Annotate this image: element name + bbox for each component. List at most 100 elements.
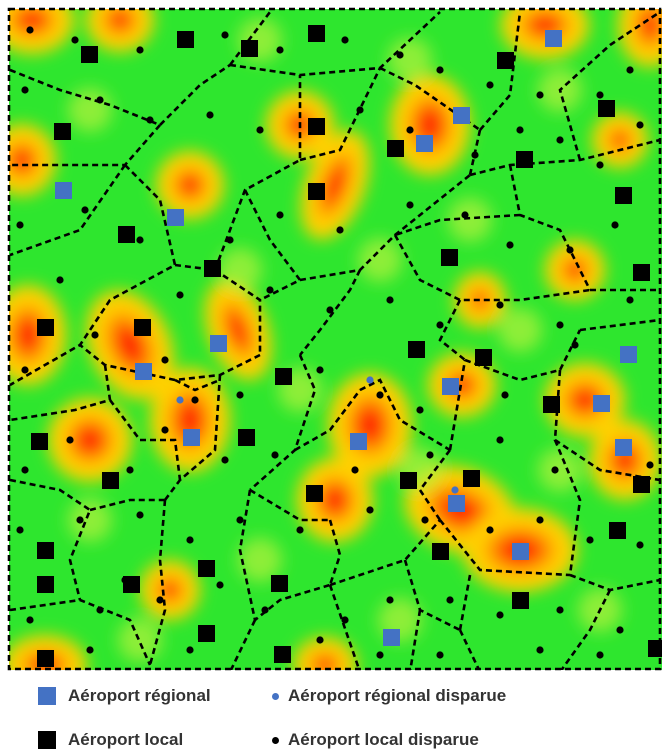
lost-local-airport-dot	[506, 241, 514, 249]
regional-airport-square	[453, 107, 470, 124]
lost-local-airport-dot	[496, 301, 504, 309]
black-square-icon	[38, 731, 56, 749]
cell-boundary	[299, 173, 471, 282]
cell-boundary	[464, 329, 582, 382]
lost-local-airport-dot	[156, 596, 164, 604]
lost-local-airport-dot	[256, 126, 264, 134]
lost-local-airport-dot	[636, 541, 644, 549]
local-airport-square	[123, 576, 140, 593]
lost-local-airport-dot	[416, 406, 424, 414]
local-airport-square	[408, 341, 425, 358]
lost-regional-airport-dot	[451, 486, 459, 494]
lost-local-airport-dot	[296, 526, 304, 534]
regional-airport-square	[593, 395, 610, 412]
local-airport-square	[497, 52, 514, 69]
lost-local-airport-dot	[21, 366, 29, 374]
local-airport-square	[308, 25, 325, 42]
regional-airport-square	[416, 135, 433, 152]
lost-local-airport-dot	[366, 506, 374, 514]
local-airport-square	[648, 640, 662, 657]
regional-airport-square	[383, 629, 400, 646]
lost-local-airport-dot	[446, 596, 454, 604]
lost-local-airport-dot	[536, 646, 544, 654]
lost-local-airport-dot	[496, 436, 504, 444]
heat-soft-zone	[448, 198, 492, 242]
cell-boundary	[294, 389, 362, 452]
heat-hot-zone	[228, 312, 248, 348]
cell-boundary	[174, 263, 262, 355]
lost-local-airport-dot	[616, 626, 624, 634]
heat-soft-zone	[238, 538, 282, 582]
cell-boundary	[559, 589, 612, 670]
lost-local-airport-dot	[191, 396, 199, 404]
heat-hot-zone	[180, 175, 200, 195]
legend-label-local: Aéroport local	[68, 730, 184, 749]
heat-hot-zone	[473, 292, 487, 308]
cell-boundary	[298, 269, 362, 356]
local-airport-square	[37, 576, 54, 593]
heat-hot-zone	[323, 486, 347, 514]
heat-soft-zone	[358, 238, 402, 282]
lost-local-airport-dot	[376, 651, 384, 659]
lost-local-airport-dot	[436, 651, 444, 659]
lost-local-airport-dot	[91, 331, 99, 339]
lost-local-airport-dot	[86, 646, 94, 654]
heat-hot-zone	[76, 426, 104, 454]
lost-local-airport-dot	[236, 391, 244, 399]
local-airport-square	[81, 46, 98, 63]
lost-local-airport-dot	[341, 616, 349, 624]
local-airport-square	[306, 485, 323, 502]
local-airport-square	[475, 349, 492, 366]
blue-dot-icon	[272, 692, 279, 700]
lost-regional-airport-dot	[366, 376, 374, 384]
heat-hot-zone	[324, 165, 346, 205]
cell-boundary	[329, 519, 441, 587]
heat-hot-zone	[18, 10, 46, 30]
legend-label-lost-regional: Aéroport régional disparue	[288, 686, 507, 705]
lost-local-airport-dot	[316, 636, 324, 644]
airport-markers	[16, 25, 662, 667]
local-airport-square	[432, 543, 449, 560]
lost-local-airport-dot	[341, 36, 349, 44]
lost-local-airport-dot	[221, 31, 229, 39]
cell-boundary	[9, 598, 152, 666]
cell-boundary	[579, 318, 661, 332]
lost-local-airport-dot	[276, 211, 284, 219]
lost-local-airport-dot	[56, 276, 64, 284]
local-airport-square	[463, 470, 480, 487]
cell-boundary	[229, 11, 441, 77]
cell-boundary	[418, 449, 452, 521]
lost-local-airport-dot	[26, 26, 34, 34]
lost-local-airport-dot	[626, 66, 634, 74]
lost-local-airport-dot	[406, 201, 414, 209]
cell-boundary	[393, 234, 591, 302]
local-airport-square	[37, 542, 54, 559]
local-airport-square	[204, 260, 221, 277]
cell-boundary	[553, 439, 582, 576]
local-airport-square	[543, 396, 560, 413]
lost-local-airport-dot	[336, 226, 344, 234]
lost-local-airport-dot	[16, 221, 24, 229]
lost-local-airport-dot	[586, 536, 594, 544]
cell-boundary	[359, 378, 451, 452]
lost-local-airport-dot	[596, 651, 604, 659]
cell-boundary	[79, 343, 261, 382]
lost-local-airport-dot	[66, 436, 74, 444]
heat-hot-zone	[12, 149, 32, 171]
heat-soft-zone	[68, 498, 112, 542]
local-airport-square	[198, 560, 215, 577]
lost-local-airport-dot	[176, 291, 184, 299]
cell-boundary	[89, 498, 165, 512]
local-airport-square	[275, 368, 292, 385]
cell-boundary	[213, 75, 302, 271]
local-airport-square	[37, 650, 54, 667]
lost-local-airport-dot	[271, 451, 279, 459]
lost-local-airport-dot	[596, 161, 604, 169]
lost-local-airport-dot	[556, 321, 564, 329]
local-airport-square	[633, 264, 650, 281]
cell-boundary	[438, 519, 571, 577]
lost-local-airport-dot	[516, 126, 524, 134]
cell-boundary	[558, 10, 661, 161]
lost-local-airport-dot	[71, 36, 79, 44]
lost-local-airport-dot	[136, 511, 144, 519]
